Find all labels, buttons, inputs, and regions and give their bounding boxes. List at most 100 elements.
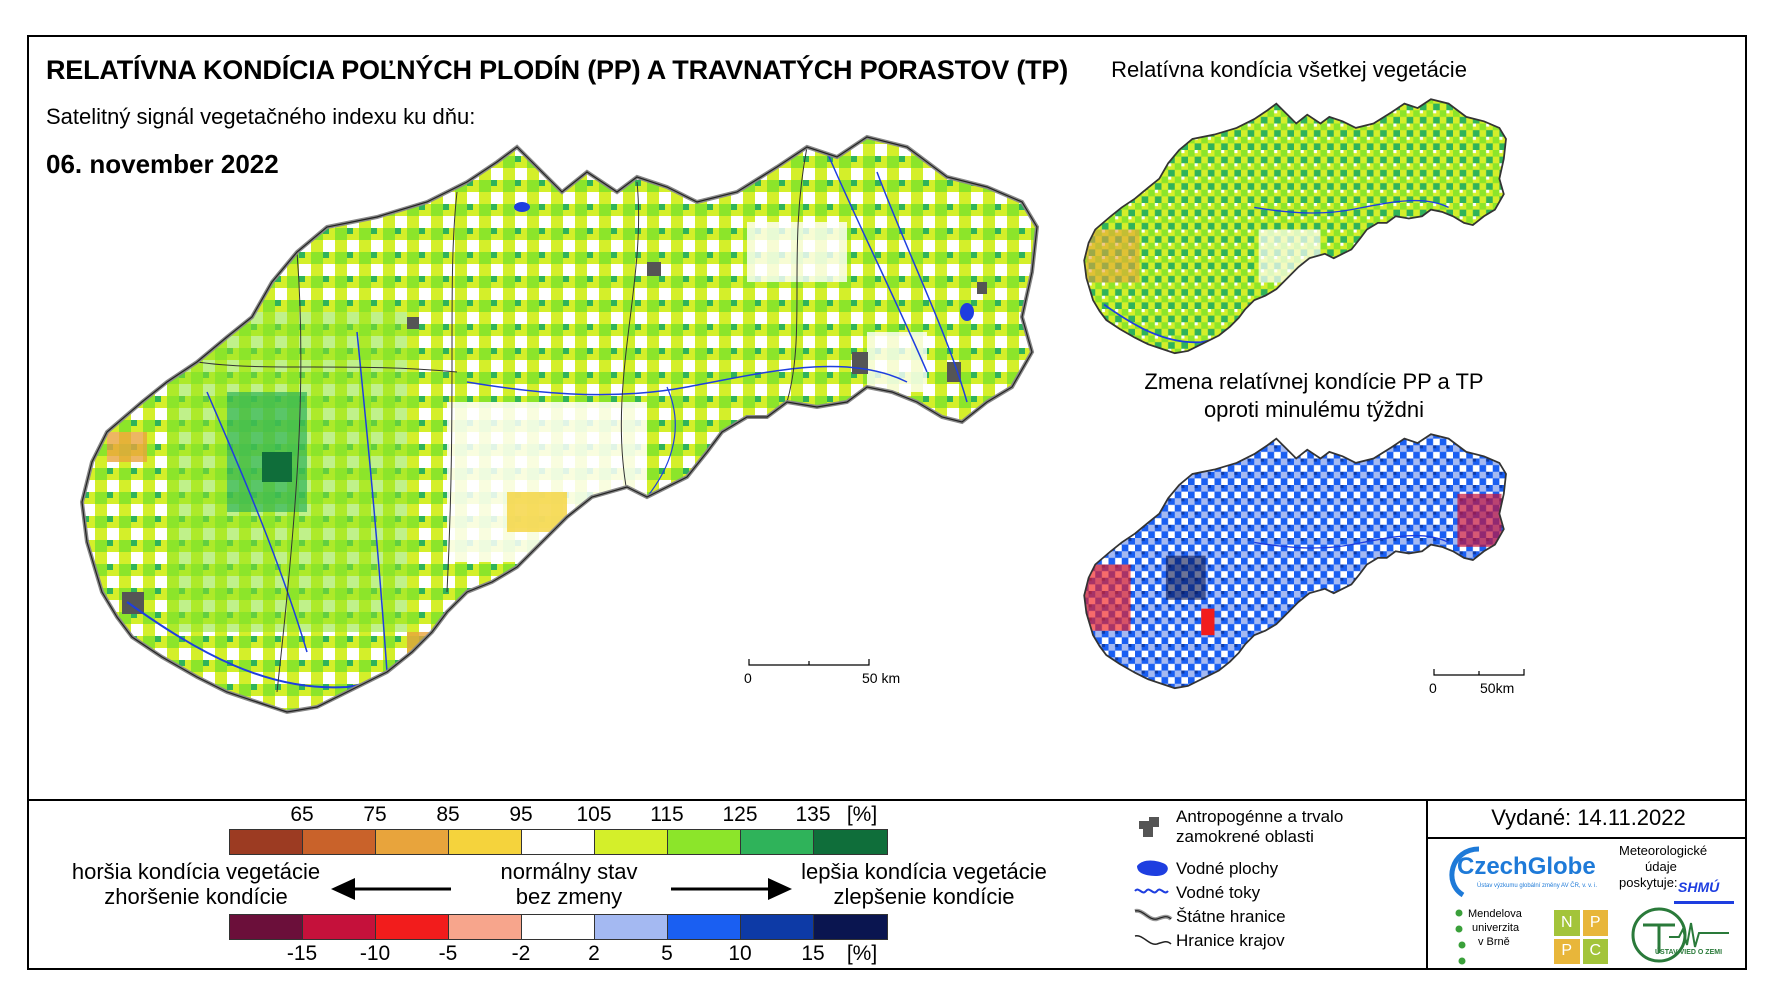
uvz-text: ÚSTAV VIED O ZEMI xyxy=(1655,949,1723,956)
worse-label-line1: horšia kondícia vegetácie xyxy=(71,859,321,884)
shmu-text: SHMÚ xyxy=(1678,879,1720,895)
change-color-bar xyxy=(229,914,888,940)
mendel-line1: Mendelova xyxy=(1468,908,1522,920)
condition-swatch xyxy=(449,830,522,854)
condition-swatch xyxy=(230,830,303,854)
mendel-line3: v Brně xyxy=(1478,936,1510,948)
condition-swatch xyxy=(668,830,741,854)
shmu-logo: SHMÚ xyxy=(1674,875,1734,904)
meteo-credit: Meteorologické údaje poskytuje: xyxy=(1619,843,1707,891)
condition-tick-label: [%] xyxy=(846,803,878,826)
condition-tick-label: 105 xyxy=(576,803,612,826)
main-map xyxy=(80,135,1039,714)
key-urban-label: Antropogénne a trvalo zamokrené oblasti xyxy=(1176,807,1344,846)
nppc-logo: N P P C xyxy=(1554,910,1608,964)
bottom-side-map-title-line1: Zmena relatívnej kondície PP a TP xyxy=(1144,369,1484,394)
mendel-line2: univerzita xyxy=(1472,922,1520,934)
czechglobe-swoosh-icon xyxy=(1449,846,1480,898)
small-scale-bar xyxy=(1433,669,1525,676)
change-swatch xyxy=(522,915,595,939)
condition-tick-label: 115 xyxy=(650,803,684,826)
bottom-side-map xyxy=(1083,433,1507,690)
small-scale-zero: 0 xyxy=(1429,680,1437,696)
key-region-border-label: Hranice krajov xyxy=(1176,931,1285,950)
worse-label-line2: zhoršenie kondície xyxy=(104,884,288,909)
water-body-icon xyxy=(1137,860,1168,876)
condition-swatch xyxy=(741,830,814,854)
change-swatch xyxy=(814,915,887,939)
change-tick-label: -10 xyxy=(359,942,391,965)
change-swatch xyxy=(303,915,376,939)
page-title: RELATÍVNA KONDÍCIA POĽNÝCH PLODÍN (PP) A… xyxy=(46,55,1069,85)
condition-tick-label: 75 xyxy=(363,803,387,826)
normal-label-line2: bez zmeny xyxy=(515,884,623,909)
issued-date: Vydané: 14.11.2022 xyxy=(1491,805,1686,830)
condition-swatch xyxy=(303,830,376,854)
page-subtitle: Satelitný signál vegetačného indexu ku d… xyxy=(46,104,476,129)
key-rivers-label: Vodné toky xyxy=(1176,883,1261,902)
main-scale-bar xyxy=(748,659,870,666)
key-water-bodies-label: Vodné plochy xyxy=(1176,859,1279,878)
main-scale-zero: 0 xyxy=(744,670,752,686)
change-swatch xyxy=(376,915,449,939)
data-date: 06. november 2022 xyxy=(46,149,279,179)
better-label-line2: zlepšenie kondície xyxy=(833,884,1015,909)
mendel-logo: Mendelova univerzita v Brně xyxy=(1454,907,1544,967)
condition-swatch xyxy=(376,830,449,854)
change-tick-label: 2 xyxy=(588,942,600,965)
meteo-line3: poskytuje: xyxy=(1619,875,1678,890)
change-tick-label: -5 xyxy=(438,942,458,965)
left-arrow-icon xyxy=(331,878,451,900)
condition-swatch xyxy=(814,830,887,854)
nppc-letter-c: C xyxy=(1582,938,1608,964)
change-swatch xyxy=(449,915,522,939)
small-scale-end: 50km xyxy=(1480,680,1515,696)
change-swatch xyxy=(741,915,814,939)
uvz-logo: ÚSTAV VIED O ZEMI xyxy=(1629,905,1734,965)
condition-tick-label: 65 xyxy=(290,803,314,826)
change-tick-label: 10 xyxy=(728,942,752,965)
mendel-text: Mendelova univerzita v Brně xyxy=(1468,907,1522,949)
state-border-icon xyxy=(1134,908,1173,922)
czechglobe-logo: CzechGlobe Ústav výzkumu globální změny … xyxy=(1439,843,1614,903)
uvz-emblem-icon xyxy=(1631,907,1729,963)
legend-divider xyxy=(29,799,1745,801)
nppc-letter-p1: P xyxy=(1582,910,1608,936)
nppc-letter-n: N xyxy=(1554,910,1580,936)
condition-swatch xyxy=(595,830,668,854)
river-icon xyxy=(1134,888,1169,894)
top-side-map-title: Relatívna kondícia všetkej vegetácie xyxy=(1111,57,1467,82)
meteo-line2: údaje xyxy=(1645,859,1677,874)
right-arrow-icon xyxy=(671,878,792,900)
key-state-border-label: Štátne hranice xyxy=(1176,907,1286,926)
change-swatch xyxy=(595,915,668,939)
condition-tick-label: 85 xyxy=(436,803,460,826)
condition-tick-label: 125 xyxy=(722,803,758,826)
main-scale-end: 50 km xyxy=(862,670,901,686)
czechglobe-subtitle: Ústav výzkumu globální změny AV ČR, v. v… xyxy=(1477,883,1598,889)
region-border-icon xyxy=(1134,935,1172,945)
change-tick-label: -15 xyxy=(286,942,318,965)
change-swatch xyxy=(668,915,741,939)
normal-label-line1: normálny stav xyxy=(500,859,638,884)
condition-tick-label: 95 xyxy=(509,803,533,826)
condition-swatch xyxy=(522,830,595,854)
condition-tick-label: 135 xyxy=(795,803,831,826)
change-tick-label: 5 xyxy=(661,942,673,965)
nppc-letter-p2: P xyxy=(1554,938,1580,964)
mendel-dots-icon xyxy=(1455,909,1466,965)
czechglobe-name: CzechGlobe xyxy=(1457,853,1596,880)
change-swatch xyxy=(230,915,303,939)
urban-area-icon xyxy=(1139,817,1159,837)
logo-divider-vertical xyxy=(1426,799,1428,970)
change-tick-label: -2 xyxy=(511,942,531,965)
better-label-line1: lepšia kondícia vegetácie xyxy=(801,859,1047,884)
change-tick-label: [%] xyxy=(846,942,878,965)
change-tick-label: 15 xyxy=(801,942,825,965)
figure-frame: RELATÍVNA KONDÍCIA POĽNÝCH PLODÍN (PP) A… xyxy=(27,35,1747,970)
bottom-side-map-title-line2: oproti minulému týždni xyxy=(1203,397,1425,422)
meteo-line1: Meteorologické xyxy=(1619,843,1708,858)
top-side-map xyxy=(1083,98,1507,355)
logo-divider-horizontal xyxy=(1426,837,1745,839)
condition-color-bar xyxy=(229,829,888,855)
